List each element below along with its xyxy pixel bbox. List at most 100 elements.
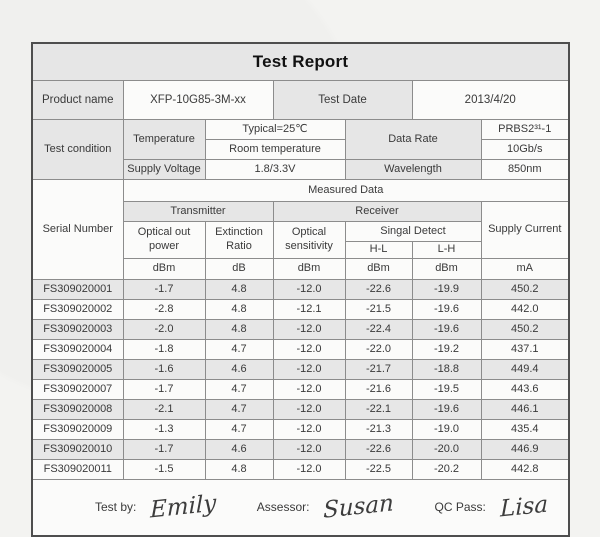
value-cell: -19.9 <box>411 279 482 300</box>
qc-pass-label: QC Pass: <box>434 500 486 514</box>
value-cell: -12.0 <box>272 399 346 420</box>
unit-lh: dBm <box>411 258 482 280</box>
value-cell: 450.2 <box>480 319 570 340</box>
product-name-value: XFP-10G85-3M-xx <box>122 80 274 120</box>
product-name-label: Product name <box>31 80 124 120</box>
value-cell: 435.4 <box>480 419 570 440</box>
value-cell: -19.6 <box>411 399 482 420</box>
value-cell: 4.8 <box>204 299 274 320</box>
table-row: FS309020008 -2.1 4.7 -12.0 -22.1 -19.6 4… <box>31 399 570 420</box>
data-rate-label: Data Rate <box>344 119 482 160</box>
test-by-label: Test by: <box>95 500 137 514</box>
receiver-header: Receiver <box>272 201 482 222</box>
hl-header: H-L <box>344 241 413 259</box>
table-row: FS309020005 -1.6 4.6 -12.0 -21.7 -18.8 4… <box>31 359 570 380</box>
test-by-signature: Emily <box>150 490 217 524</box>
table-row: FS309020011 -1.5 4.8 -12.0 -22.5 -20.2 4… <box>31 459 570 480</box>
value-cell: -2.0 <box>122 319 206 340</box>
value-cell: 4.7 <box>204 339 274 360</box>
temperature-room-value: Room temperature <box>204 139 346 160</box>
value-cell: -21.7 <box>344 359 413 380</box>
serial-cell: FS309020002 <box>31 299 124 320</box>
data-rate-prbs-value: PRBS2³¹-1 <box>480 119 570 140</box>
value-cell: -21.3 <box>344 419 413 440</box>
value-cell: 437.1 <box>480 339 570 360</box>
value-cell: -1.8 <box>122 339 206 360</box>
value-cell: -12.0 <box>272 279 346 300</box>
value-cell: -12.0 <box>272 439 346 460</box>
serial-cell: FS309020001 <box>31 279 124 300</box>
value-cell: -1.7 <box>122 279 206 300</box>
serial-cell: FS309020003 <box>31 319 124 340</box>
optical-out-power-header: Optical out power <box>122 221 206 259</box>
value-cell: -12.0 <box>272 359 346 380</box>
value-cell: 442.0 <box>480 299 570 320</box>
value-cell: -12.0 <box>272 339 346 360</box>
data-rate-speed-value: 10Gb/s <box>480 139 570 160</box>
table-row: FS309020003 -2.0 4.8 -12.0 -22.4 -19.6 4… <box>31 319 570 340</box>
measurement-rows: FS309020001 -1.7 4.8 -12.0 -22.6 -19.9 4… <box>31 279 570 480</box>
temperature-label: Temperature <box>122 119 206 160</box>
value-cell: -12.0 <box>272 379 346 400</box>
value-cell: -1.3 <box>122 419 206 440</box>
serial-cell: FS309020004 <box>31 339 124 360</box>
value-cell: 450.2 <box>480 279 570 300</box>
serial-cell: FS309020008 <box>31 399 124 420</box>
unit-extinction-ratio: dB <box>204 258 274 280</box>
table-row: FS309020009 -1.3 4.7 -12.0 -21.3 -19.0 4… <box>31 419 570 440</box>
value-cell: -20.0 <box>411 439 482 460</box>
value-cell: -12.0 <box>272 319 346 340</box>
test-date-value: 2013/4/20 <box>411 80 570 120</box>
supply-current-header: Supply Current <box>480 201 570 259</box>
table-row: FS309020001 -1.7 4.8 -12.0 -22.6 -19.9 4… <box>31 279 570 300</box>
serial-cell: FS309020005 <box>31 359 124 380</box>
value-cell: -12.1 <box>272 299 346 320</box>
value-cell: -12.0 <box>272 419 346 440</box>
value-cell: -1.6 <box>122 359 206 380</box>
test-date-label: Test Date <box>272 80 413 120</box>
serial-cell: FS309020007 <box>31 379 124 400</box>
value-cell: -20.2 <box>411 459 482 480</box>
value-cell: -22.6 <box>344 439 413 460</box>
value-cell: -19.6 <box>411 319 482 340</box>
value-cell: 4.7 <box>204 399 274 420</box>
supply-voltage-value: 1.8/3.3V <box>204 159 346 180</box>
table-row: FS309020004 -1.8 4.7 -12.0 -22.0 -19.2 4… <box>31 339 570 360</box>
value-cell: 4.7 <box>204 379 274 400</box>
value-cell: -22.0 <box>344 339 413 360</box>
value-cell: 449.4 <box>480 359 570 380</box>
supply-voltage-label: Supply Voltage <box>122 159 206 180</box>
value-cell: -18.8 <box>411 359 482 380</box>
unit-optical-out-power: dBm <box>122 258 206 280</box>
test-report-table: Test Report Product name XFP-10G85-3M-xx… <box>31 42 571 537</box>
value-cell: -19.2 <box>411 339 482 360</box>
value-cell: -19.5 <box>411 379 482 400</box>
value-cell: 446.1 <box>480 399 570 420</box>
value-cell: -2.8 <box>122 299 206 320</box>
test-condition-label: Test condition <box>31 119 124 180</box>
value-cell: 4.8 <box>204 459 274 480</box>
value-cell: 4.8 <box>204 279 274 300</box>
extinction-ratio-header: Extinction Ratio <box>204 221 274 259</box>
value-cell: -12.0 <box>272 459 346 480</box>
value-cell: 4.6 <box>204 359 274 380</box>
value-cell: -22.1 <box>344 399 413 420</box>
assessor-signature: Susan <box>323 490 395 524</box>
wavelength-value: 850nm <box>480 159 570 180</box>
serial-cell: FS309020011 <box>31 459 124 480</box>
report-title: Test Report <box>31 42 570 81</box>
value-cell: -1.7 <box>122 439 206 460</box>
temperature-typical-value: Typical=25℃ <box>204 119 346 140</box>
transmitter-header: Transmitter <box>122 201 274 222</box>
value-cell: 4.7 <box>204 419 274 440</box>
value-cell: -21.6 <box>344 379 413 400</box>
optical-sensitivity-header: Optical sensitivity <box>272 221 346 259</box>
value-cell: -1.5 <box>122 459 206 480</box>
value-cell: -22.4 <box>344 319 413 340</box>
qc-pass-signature: Lisa <box>499 491 548 523</box>
table-row: FS309020007 -1.7 4.7 -12.0 -21.6 -19.5 4… <box>31 379 570 400</box>
wavelength-label: Wavelength <box>344 159 482 180</box>
signature-row: Test by: Emily Assessor: Susan QC Pass: … <box>35 490 566 524</box>
serial-number-header: Serial Number <box>31 179 124 280</box>
